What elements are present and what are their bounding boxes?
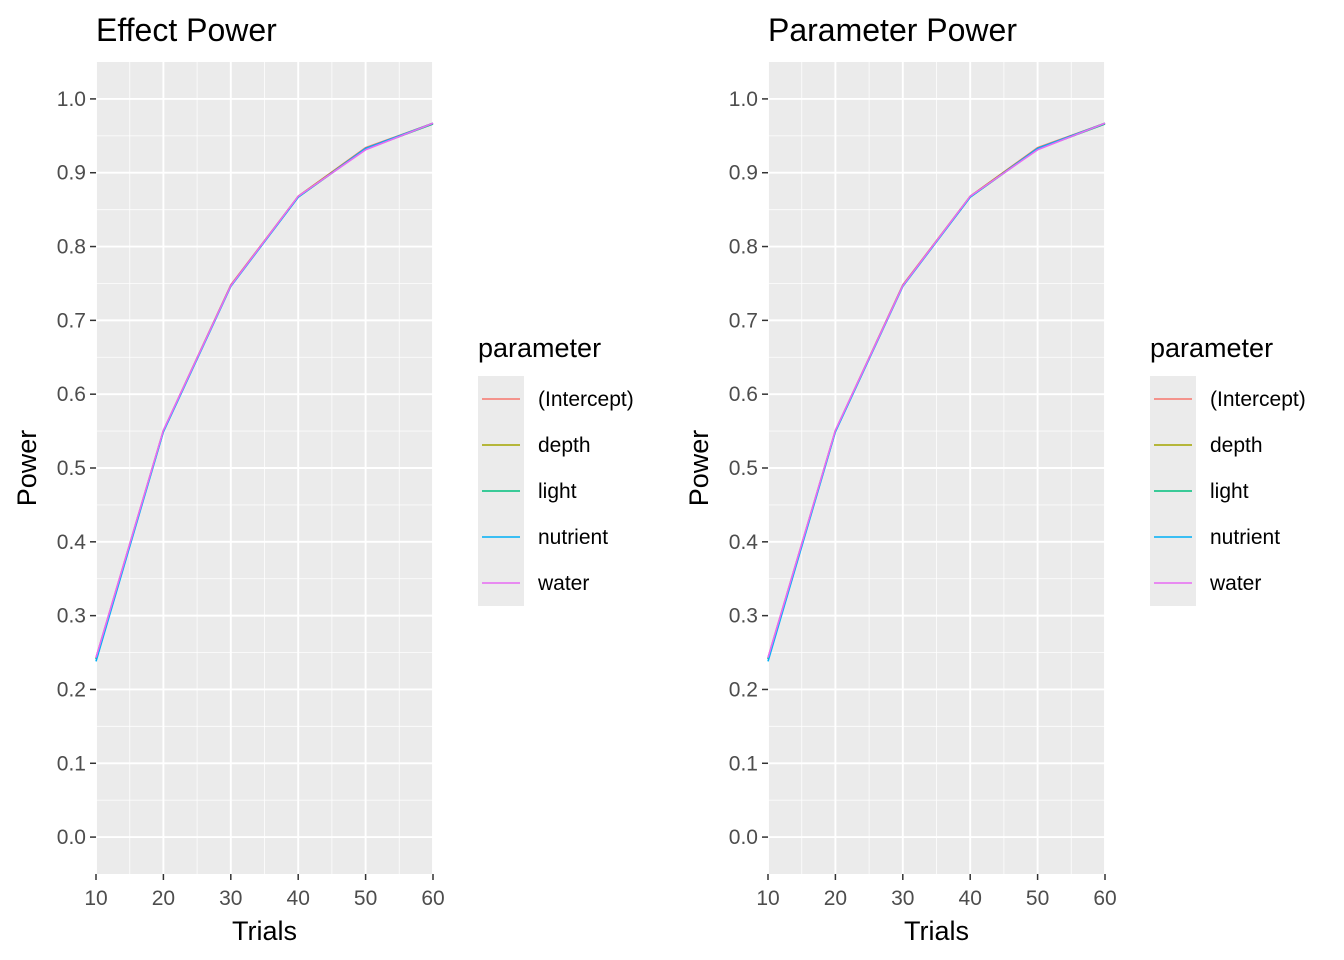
legend-label-intercept: (Intercept) <box>538 388 634 411</box>
y-tick-label: 0.3 <box>729 605 758 628</box>
x-tick-label: 30 <box>219 887 242 910</box>
series-line-water <box>767 122 1106 658</box>
y-tick-label: 0.2 <box>57 678 86 701</box>
x-tick-label: 60 <box>421 887 444 910</box>
y-tick-label: 0.9 <box>57 162 86 185</box>
x-tick-label: 50 <box>1026 887 1049 910</box>
chart-svg: 0.0 0.1 0.2 0.3 0.4 0.5 0.6 0.7 0.8 0.9 1.0 10 20 30 4… <box>684 12 1306 946</box>
y-tick-label: 0.2 <box>729 678 758 701</box>
legend-label-depth: depth <box>1210 434 1263 457</box>
x-axis-title: Trials <box>232 916 297 946</box>
y-tick-label: 0.8 <box>57 236 86 259</box>
y-tick-label: 0.9 <box>729 162 758 185</box>
legend-label-water: water <box>537 572 589 595</box>
y-tick-label: 0.0 <box>729 826 758 849</box>
x-tick-label: 50 <box>354 887 377 910</box>
y-tick-label: 0.5 <box>729 457 758 480</box>
y-tick-label: 1.0 <box>729 88 758 111</box>
x-tick-label: 20 <box>152 887 175 910</box>
chart-title: Effect Power <box>96 12 277 48</box>
y-tick-label: 0.4 <box>57 531 87 554</box>
chart-svg: 0.0 0.1 0.2 0.3 0.4 0.5 0.6 0.7 0.8 0.9 1.0 10 20 30 4… <box>12 12 634 946</box>
x-tick-label: 40 <box>959 887 982 910</box>
legend-label-nutrient: nutrient <box>538 526 608 549</box>
y-tick-label: 0.0 <box>57 826 86 849</box>
x-tick-label: 60 <box>1093 887 1116 910</box>
x-tick-label: 10 <box>756 887 779 910</box>
x-tick-label: 30 <box>891 887 914 910</box>
x-axis-title: Trials <box>904 916 969 946</box>
y-tick-label: 1.0 <box>57 88 86 111</box>
legend-label-water: water <box>1209 572 1261 595</box>
y-tick-label: 0.6 <box>729 383 758 406</box>
y-tick-label: 0.1 <box>729 752 758 775</box>
legend-title: parameter <box>478 333 601 363</box>
y-tick-label: 0.7 <box>729 309 758 332</box>
legend-label-depth: depth <box>538 434 591 457</box>
legend-title: parameter <box>1150 333 1273 363</box>
chart-panel-effect-power: 0.0 0.1 0.2 0.3 0.4 0.5 0.6 0.7 0.8 0.9 1.0 10 20 30 4… <box>12 12 634 946</box>
x-tick-label: 20 <box>824 887 847 910</box>
y-tick-label: 0.8 <box>729 236 758 259</box>
chart-panel-parameter-power: 0.0 0.1 0.2 0.3 0.4 0.5 0.6 0.7 0.8 0.9 1.0 10 20 30 4… <box>672 0 1344 960</box>
legend-label-light: light <box>538 480 577 503</box>
legend-label-light: light <box>1210 480 1249 503</box>
legend-label-intercept: (Intercept) <box>1210 388 1306 411</box>
x-tick-label: 40 <box>287 887 310 910</box>
y-axis-title: Power <box>12 430 42 507</box>
y-tick-label: 0.7 <box>57 309 86 332</box>
y-tick-label: 0.6 <box>57 383 86 406</box>
y-axis-title: Power <box>684 430 714 507</box>
legend-label-nutrient: nutrient <box>1210 526 1280 549</box>
chart-title: Parameter Power <box>768 12 1017 48</box>
series-line-water <box>95 122 434 658</box>
y-tick-label: 0.4 <box>729 531 759 554</box>
y-tick-label: 0.5 <box>57 457 86 480</box>
y-tick-label: 0.1 <box>57 752 86 775</box>
y-tick-label: 0.3 <box>57 605 86 628</box>
x-tick-label: 10 <box>84 887 107 910</box>
